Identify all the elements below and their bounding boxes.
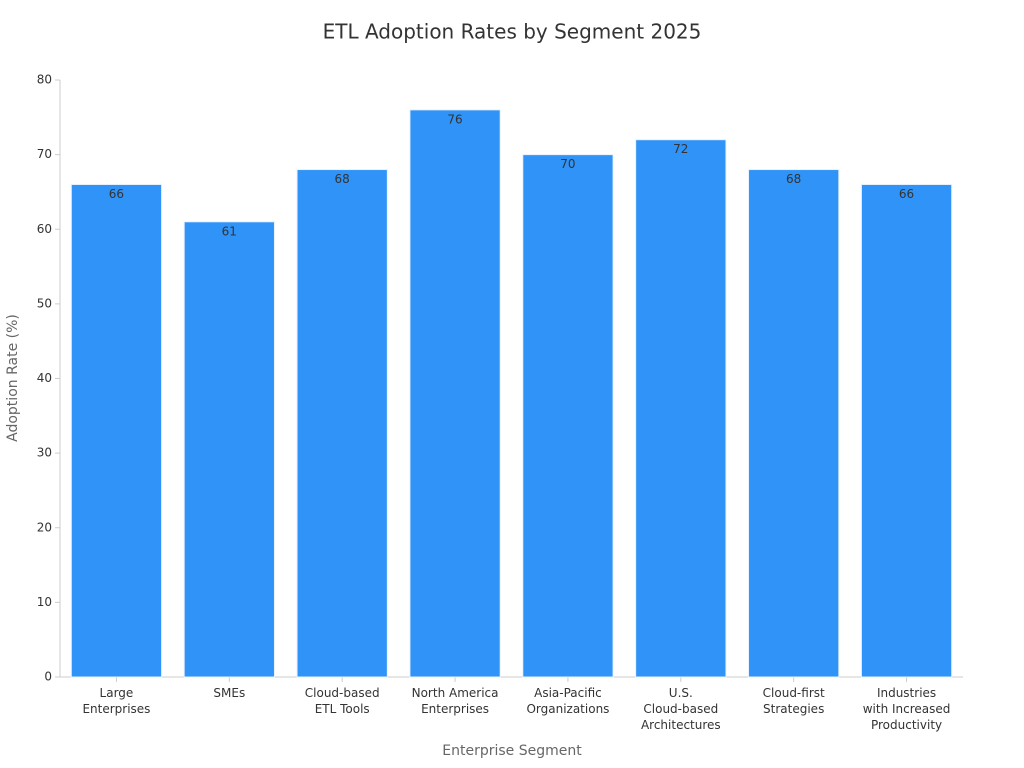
data-label: 72 [673,142,688,156]
x-tick-label: U.S. Cloud-based Architectures [640,686,721,732]
y-tick-label: 80 [37,73,52,87]
chart-title: ETL Adoption Rates by Segment 2025 [323,20,702,44]
bar [183,221,275,678]
y-tick-label: 30 [37,446,52,460]
data-label: 68 [335,172,350,186]
x-tick-label: Industries with Increased Productivity [862,686,951,732]
bar [70,183,163,678]
bar [409,109,501,678]
bar [860,183,953,678]
y-tick-label: 50 [37,296,52,310]
x-tick-label: North America Enterprises [411,686,499,716]
x-tick-label: Large Enterprises [82,686,151,716]
data-label: 76 [447,112,462,126]
bar [296,169,388,678]
y-tick-label: 0 [44,670,52,684]
y-tick-label: 60 [37,222,52,236]
y-tick-label: 70 [37,147,52,161]
x-tick-label: Asia-Pacific Organizations [526,686,610,716]
x-tick-label: SMEs [213,686,246,700]
data-label: 68 [786,172,801,186]
bar [522,154,614,678]
data-label: 66 [109,187,124,201]
x-tick-label: Cloud-first Strategies [762,686,825,716]
data-label: 70 [560,157,575,171]
y-tick-label: 10 [37,595,52,609]
x-tick-label: Cloud-based ETL Tools [304,686,380,716]
data-label: 66 [899,187,914,201]
y-tick-label: 20 [37,520,52,534]
bar [635,139,727,678]
y-tick-label: 40 [37,371,52,385]
x-axis-label: Enterprise Segment [442,743,582,759]
y-axis-label: Adoption Rate (%) [5,314,21,442]
bar [748,169,840,678]
data-label: 61 [222,224,237,238]
